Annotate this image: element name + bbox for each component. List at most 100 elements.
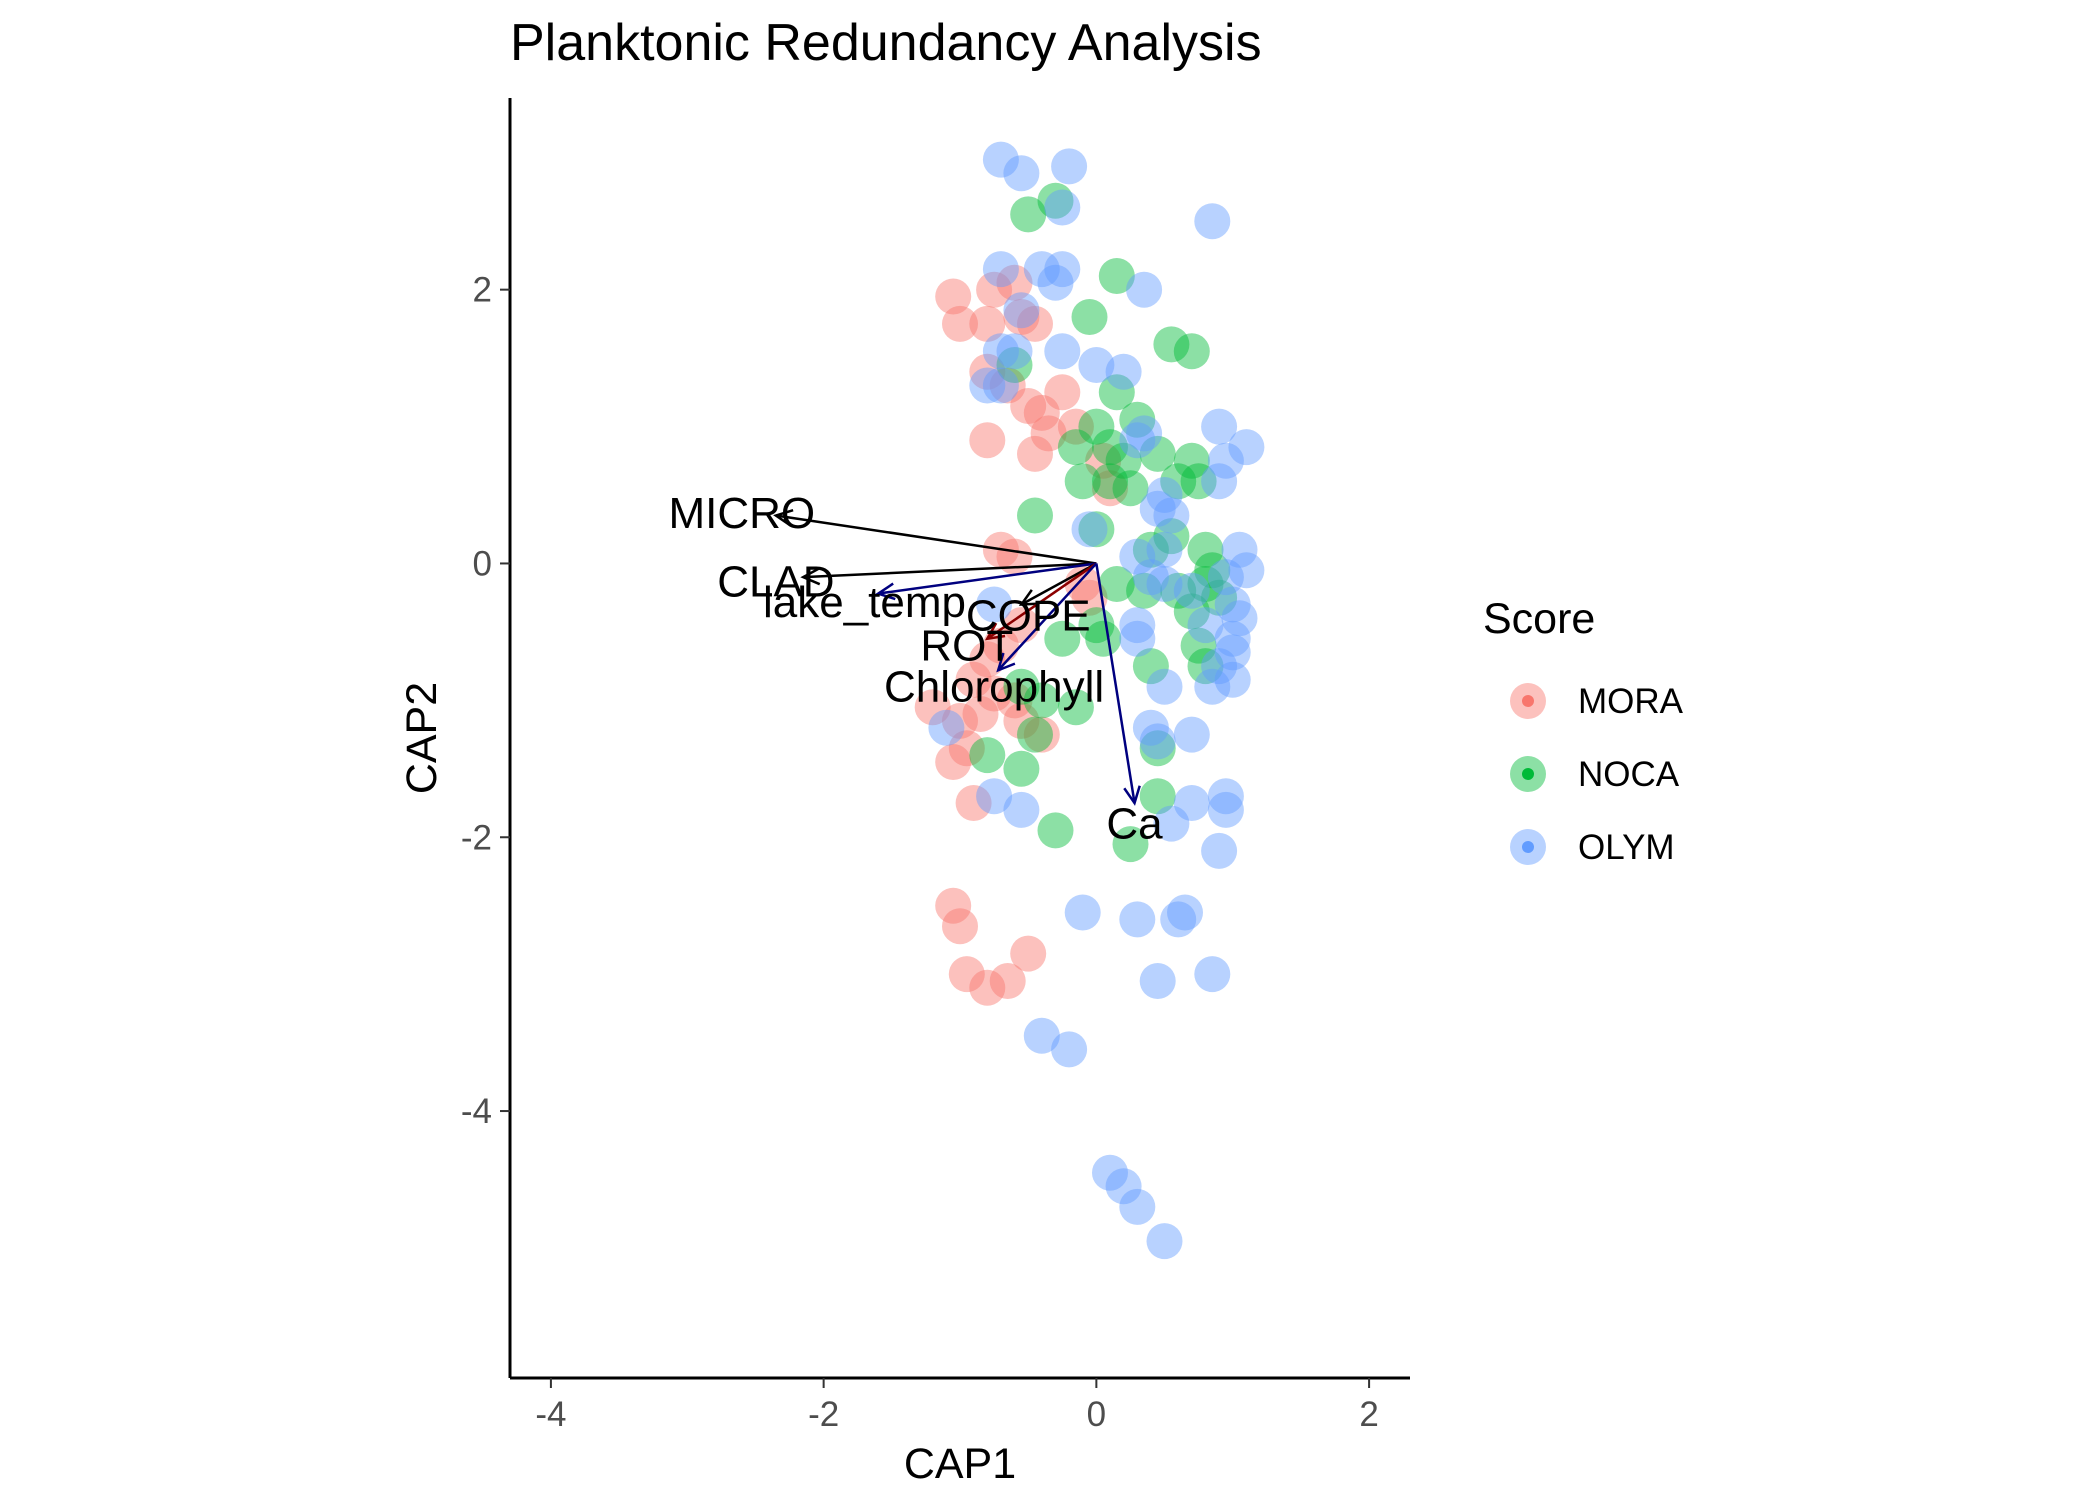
chart-title: Planktonic Redundancy Analysis <box>510 14 1262 72</box>
point-olym <box>1139 963 1176 999</box>
vector-arrowhead <box>875 582 896 601</box>
x-tick-label: 0 <box>1087 1395 1106 1434</box>
vector-arrowhead <box>773 509 794 527</box>
point-noca <box>1017 716 1053 753</box>
point-mora <box>1023 716 1060 753</box>
point-mora <box>969 969 1006 1006</box>
point-olym <box>982 141 1019 178</box>
point-noca <box>1139 778 1176 815</box>
vector-rot <box>984 562 1098 641</box>
vector-arrowhead <box>984 622 1006 641</box>
point-olym <box>1023 1017 1060 1054</box>
point-noca <box>1173 333 1210 370</box>
point-olym <box>1105 353 1142 390</box>
point-olym <box>1139 723 1176 760</box>
y-axis-title: CAP2 <box>398 682 446 794</box>
point-mora <box>914 689 951 726</box>
point-noca <box>1078 408 1115 445</box>
point-noca <box>1153 518 1190 555</box>
point-noca <box>1078 511 1115 548</box>
point-olym <box>1003 292 1040 329</box>
point-olym <box>1105 1168 1142 1205</box>
point-olym <box>1051 148 1088 185</box>
point-noca <box>1017 497 1053 534</box>
point-noca <box>1098 374 1135 411</box>
point-mora <box>1092 470 1128 507</box>
point-mora <box>948 730 985 767</box>
point-olym <box>1207 791 1244 828</box>
point-noca <box>1064 463 1101 500</box>
point-noca <box>1160 572 1197 609</box>
legend-entry-olym: OLYM <box>1510 828 1675 867</box>
legend-title: Score <box>1483 595 1595 643</box>
point-olym <box>1119 538 1156 575</box>
point-noca <box>1044 620 1081 657</box>
series-olym <box>928 141 1265 1260</box>
point-noca <box>1112 826 1149 863</box>
point-mora <box>1044 374 1081 411</box>
point-olym <box>1173 716 1210 753</box>
x-tick-label: 2 <box>1359 1395 1378 1434</box>
point-olym <box>1003 155 1040 192</box>
point-noca <box>1003 750 1040 787</box>
legend-key-dot <box>1522 768 1534 780</box>
point-olym <box>1160 901 1197 938</box>
point-olym <box>1194 203 1231 240</box>
x-tick-label: -4 <box>535 1395 566 1434</box>
point-mora <box>955 785 992 821</box>
vector-arrowhead <box>996 652 1016 673</box>
point-mora <box>935 278 972 315</box>
point-olym <box>1003 791 1040 828</box>
series-noca <box>969 182 1238 863</box>
point-mora <box>1003 299 1040 335</box>
vector-micro <box>773 509 1097 565</box>
point-noca <box>1085 620 1122 657</box>
point-olym <box>1187 607 1224 644</box>
point-olym <box>1146 1223 1183 1260</box>
point-mora <box>1017 435 1053 472</box>
vector-label-ca: Ca <box>1106 800 1163 849</box>
point-noca <box>1201 579 1238 616</box>
point-olym <box>1146 668 1183 705</box>
point-olym <box>1173 785 1210 821</box>
y-tick-label: 0 <box>473 544 492 583</box>
point-olym <box>1201 408 1238 445</box>
point-mora <box>969 422 1006 459</box>
point-noca <box>1187 566 1224 602</box>
legend-label: NOCA <box>1578 755 1680 794</box>
point-olym <box>1119 422 1156 459</box>
point-noca <box>1194 552 1231 589</box>
point-noca <box>1173 442 1210 479</box>
point-olym <box>1146 477 1183 513</box>
point-olym <box>1228 429 1265 466</box>
vector-arrowhead <box>1018 589 1040 606</box>
point-olym <box>1078 347 1115 383</box>
legend-key-dot <box>1522 695 1534 707</box>
point-noca <box>1037 812 1074 849</box>
point-olym <box>928 709 965 746</box>
points-layer <box>914 141 1265 1260</box>
point-noca <box>1180 627 1217 664</box>
point-noca <box>1173 593 1210 630</box>
point-noca <box>1057 429 1094 466</box>
point-olym <box>1119 620 1156 657</box>
vector-arrow <box>1095 563 1136 804</box>
point-noca <box>1010 196 1047 233</box>
point-noca <box>1098 566 1135 602</box>
point-olym <box>1044 251 1081 288</box>
point-olym <box>1044 189 1081 226</box>
point-olym <box>982 333 1019 370</box>
vector-clad <box>800 562 1097 586</box>
point-noca <box>1132 648 1169 685</box>
vector-label-micro: MICRO <box>668 489 815 538</box>
point-olym <box>1207 442 1244 479</box>
point-olym <box>1119 1188 1156 1225</box>
x-axis-title: CAP1 <box>904 1440 1016 1488</box>
point-mora <box>1057 408 1094 445</box>
point-mora <box>942 305 978 342</box>
point-olym <box>1119 901 1156 938</box>
point-noca <box>1153 326 1190 363</box>
point-olym <box>1126 415 1163 452</box>
point-olym <box>982 367 1019 404</box>
